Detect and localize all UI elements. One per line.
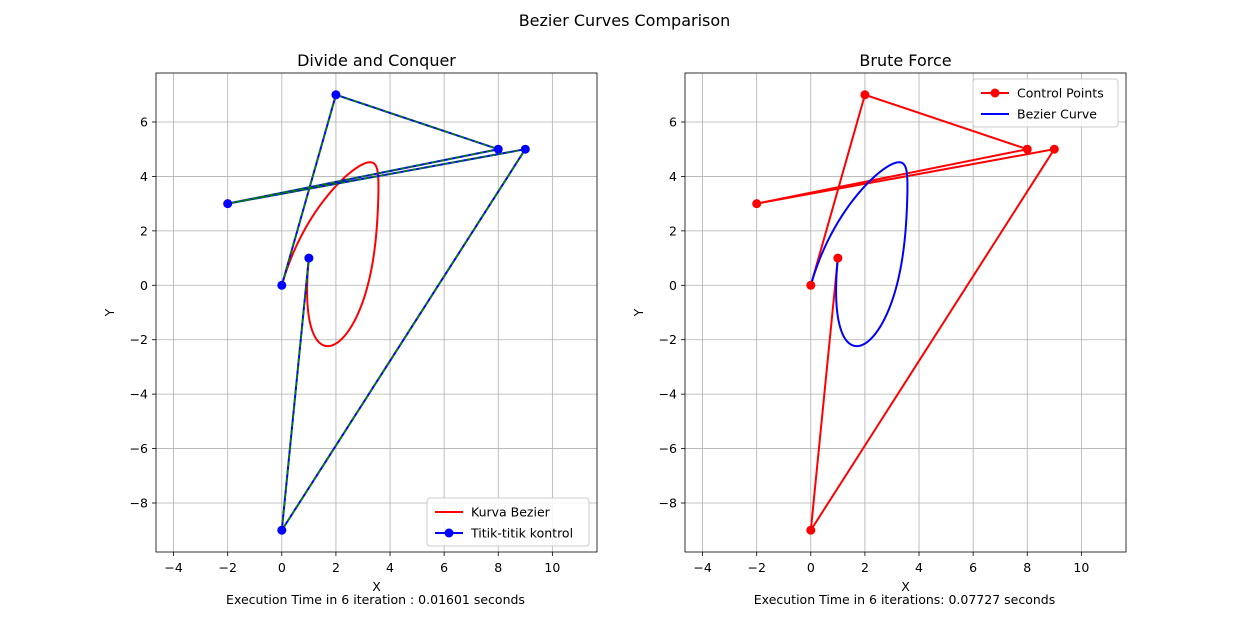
- y-tick-label: 6: [669, 114, 677, 129]
- control-point-marker: [331, 90, 341, 100]
- x-tick-label: −2: [747, 560, 765, 575]
- legend-marker: [444, 528, 454, 538]
- y-tick-label: −6: [130, 441, 148, 456]
- legend-label: Bezier Curve: [1017, 107, 1097, 122]
- control-point-marker: [520, 144, 530, 154]
- control-point-marker: [223, 199, 233, 209]
- y-tick-label: 4: [669, 169, 677, 184]
- control-point-marker: [752, 199, 762, 209]
- legend: Kurva Bezier Titik-titik kontrol: [426, 497, 590, 547]
- y-tick-label: −4: [659, 387, 677, 402]
- brute-force-plot: −4 −2 0 2 4 6 8 10 −8 −6 −4 −2 0 2 4 6 Brute Force X Y Exec…: [631, 51, 1127, 607]
- y-tick-label: −4: [130, 387, 148, 402]
- x-tick-label: 0: [807, 560, 815, 575]
- y-tick-label: 0: [140, 278, 148, 293]
- execution-time-footer: Execution Time in 6 iteration : 0.01601 …: [226, 592, 525, 607]
- control-point-marker: [806, 525, 816, 535]
- y-tick-label: 2: [669, 223, 677, 238]
- plot-title: Brute Force: [859, 51, 951, 70]
- bezier-curve-line: [280, 161, 380, 348]
- divide-and-conquer-plot: −4 −2 0 2 4 6 8 10 −8 −6 −4 −2 0 2 4 6 Divide and Conque…: [102, 51, 598, 607]
- y-axis-label: Y: [102, 308, 117, 317]
- control-point-marker: [1022, 144, 1032, 154]
- control-point-marker: [304, 253, 314, 263]
- x-tick-label: 2: [332, 560, 340, 575]
- y-tick-label: −6: [659, 441, 677, 456]
- x-tick-label: 0: [278, 560, 286, 575]
- x-tick-label: 10: [544, 560, 560, 575]
- legend-box: [972, 78, 1119, 128]
- control-point-marker: [277, 280, 287, 290]
- figure-suptitle: Bezier Curves Comparison: [519, 11, 731, 30]
- y-axis-label: Y: [631, 308, 646, 317]
- y-tick-label: 2: [140, 223, 148, 238]
- legend: Control Points Bezier Curve: [972, 78, 1119, 128]
- control-point-marker: [1049, 144, 1059, 154]
- legend-box: [426, 497, 590, 547]
- x-tick-label: 4: [915, 560, 923, 575]
- y-tick-label: −2: [659, 332, 677, 347]
- x-tick-label: −4: [693, 560, 711, 575]
- plot-title: Divide and Conquer: [297, 51, 456, 70]
- y-tick-label: 0: [669, 278, 677, 293]
- y-tick-label: 4: [140, 169, 148, 184]
- axes-frame: [684, 72, 1127, 553]
- x-axis-label: X: [372, 579, 381, 594]
- x-axis-label: X: [901, 579, 910, 594]
- control-point-marker: [493, 144, 503, 154]
- legend-marker: [990, 88, 1000, 98]
- legend-label: Kurva Bezier: [471, 505, 551, 520]
- x-tick-label: 8: [1023, 560, 1031, 575]
- legend-label: Titik-titik kontrol: [470, 526, 573, 541]
- x-tick-label: 8: [494, 560, 502, 575]
- control-point-marker: [806, 280, 816, 290]
- control-point-marker: [277, 525, 287, 535]
- legend-label: Control Points: [1017, 86, 1104, 101]
- control-point-marker: [860, 90, 870, 100]
- y-tick-label: −8: [659, 496, 677, 511]
- x-tick-label: 10: [1073, 560, 1089, 575]
- control-point-marker: [833, 253, 843, 263]
- x-tick-label: 4: [386, 560, 394, 575]
- y-tick-label: 6: [140, 114, 148, 129]
- x-tick-label: 6: [969, 560, 977, 575]
- x-tick-label: 6: [440, 560, 448, 575]
- y-tick-label: −2: [130, 332, 148, 347]
- execution-time-footer: Execution Time in 6 iterations: 0.07727 …: [754, 592, 1055, 607]
- bezier-curve-line: [809, 161, 909, 348]
- x-tick-label: −2: [218, 560, 236, 575]
- axes-frame: [155, 72, 598, 553]
- x-tick-label: 2: [861, 560, 869, 575]
- y-tick-label: −8: [130, 496, 148, 511]
- x-tick-label: −4: [164, 560, 182, 575]
